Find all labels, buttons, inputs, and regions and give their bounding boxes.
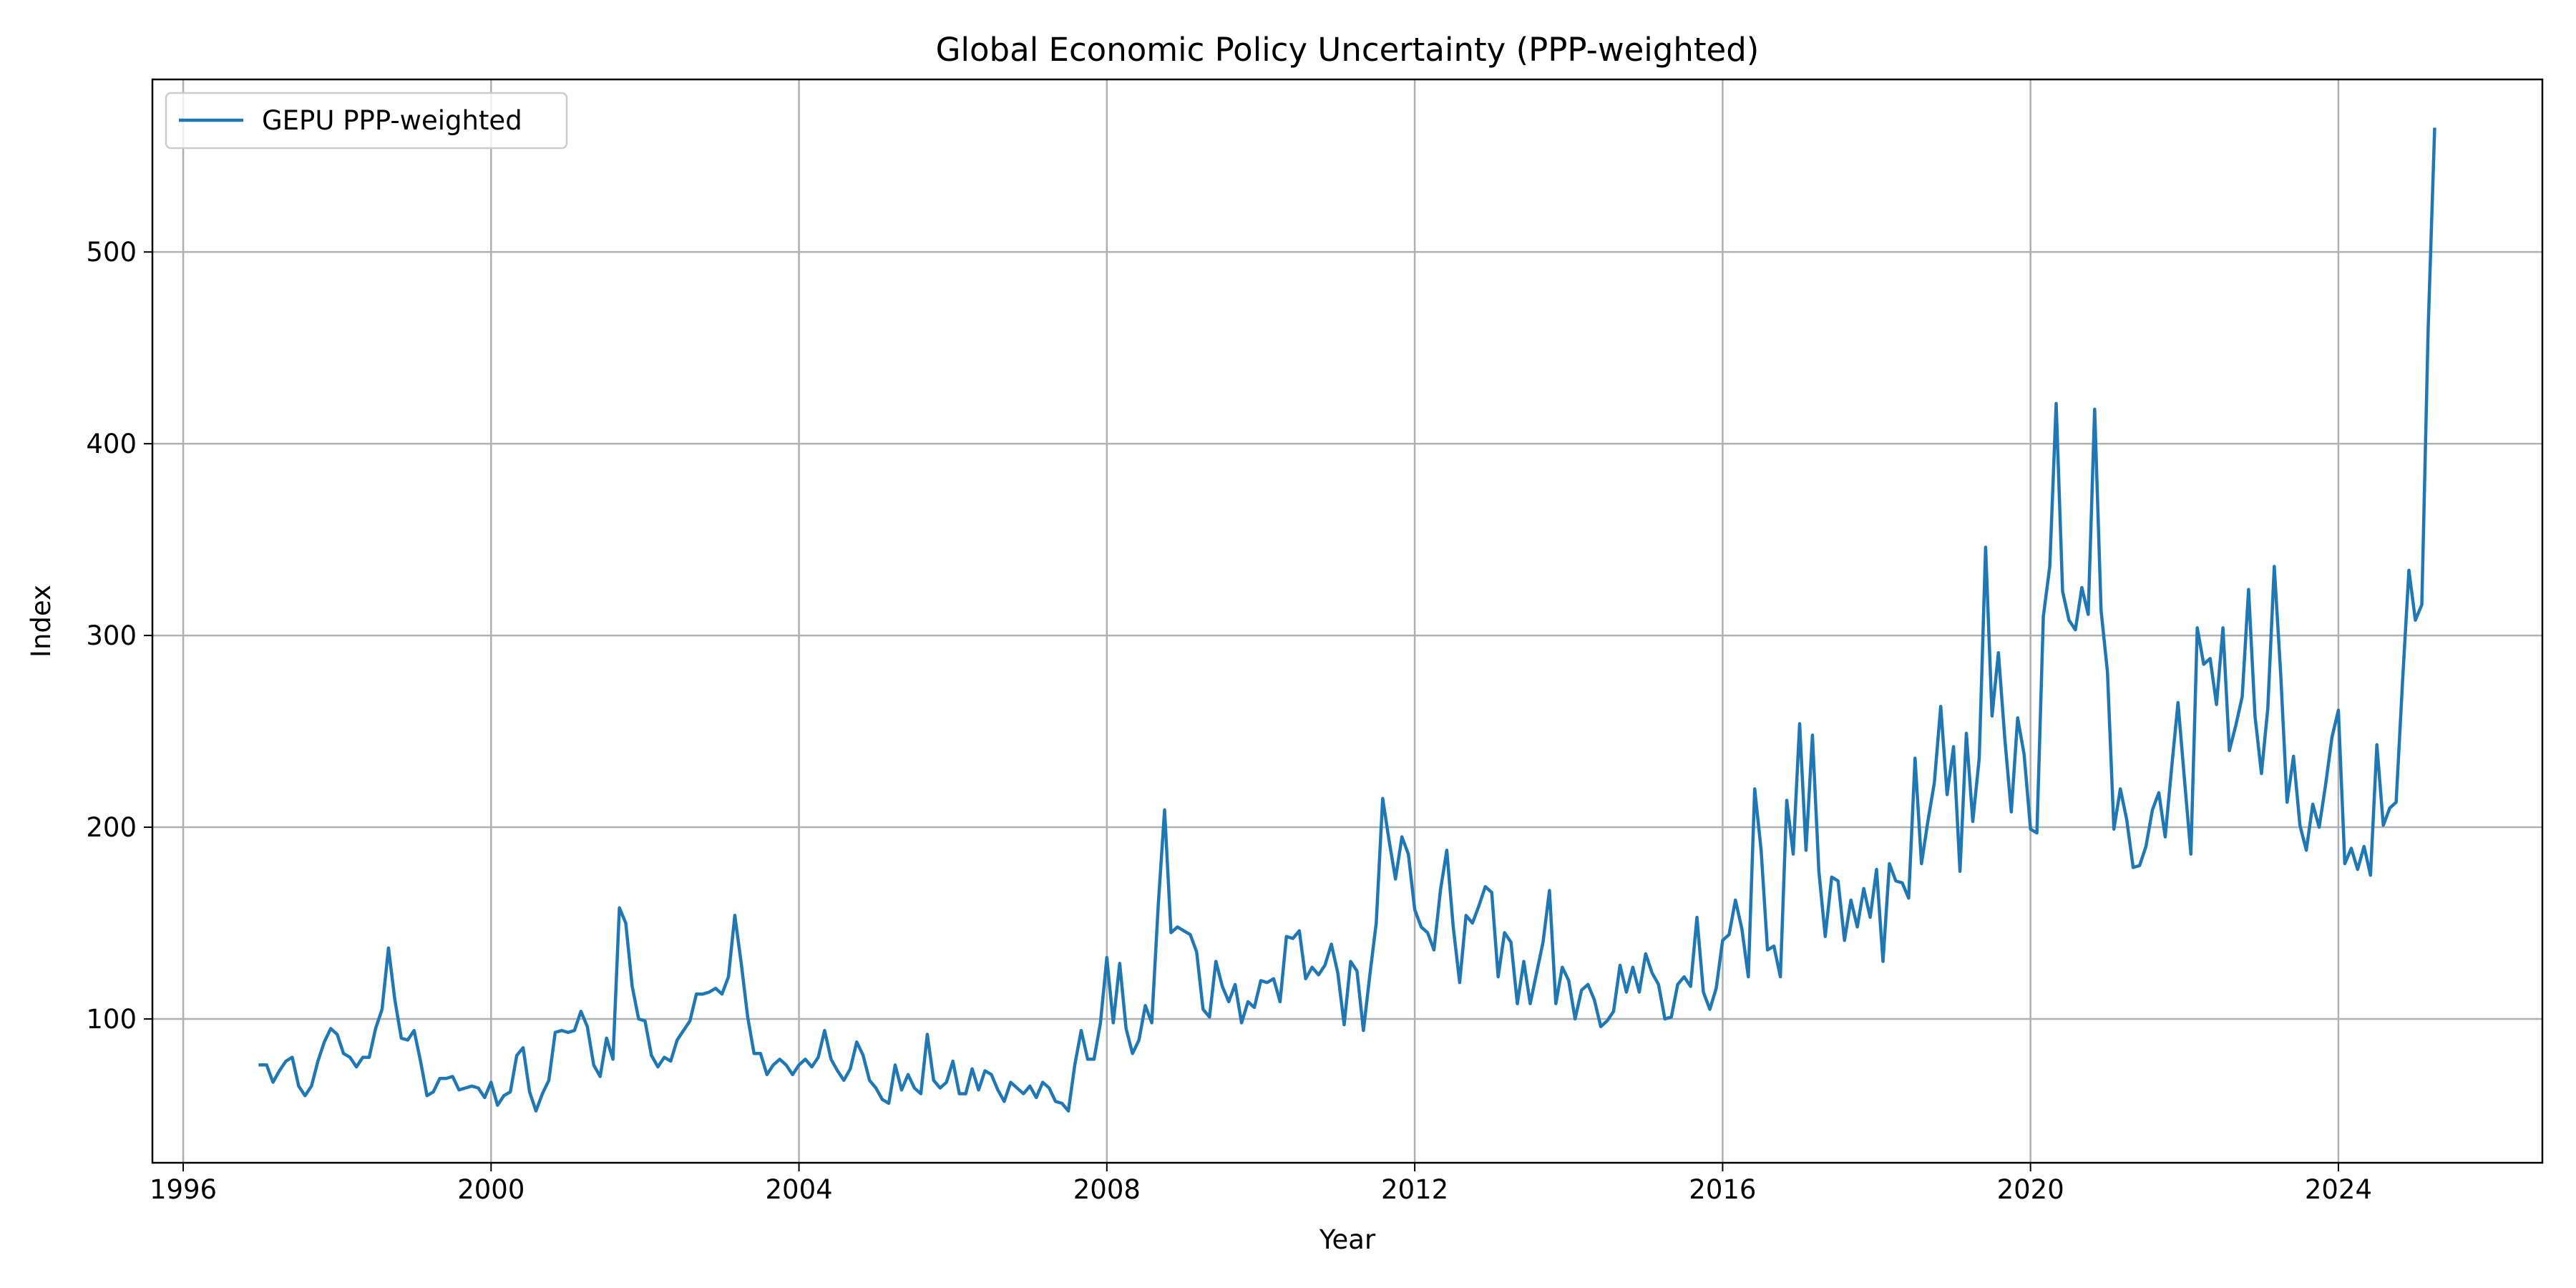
x-tick-label: 2020 [1997, 1174, 2064, 1205]
plot-frame [151, 78, 2544, 1164]
legend: GEPU PPP-weighted [165, 92, 568, 150]
y-tick-label: 300 [86, 620, 137, 651]
y-tick-label: 400 [86, 429, 137, 459]
tick-layer: 1996 2000 2004 2008 2012 2016 2020 2024 100 200 30… [86, 237, 2372, 1205]
y-tick-label: 200 [86, 812, 137, 843]
x-tick-label: 2000 [457, 1174, 525, 1205]
legend-label: GEPU PPP-weighted [262, 105, 522, 136]
y-tick-label: 500 [86, 237, 137, 268]
x-tick-label: 2024 [2305, 1174, 2372, 1205]
x-tick-label: 2012 [1381, 1174, 1448, 1205]
x-tick-label: 2016 [1689, 1174, 1756, 1205]
x-axis-label: Year [1319, 1224, 1376, 1255]
series-layer [258, 127, 2436, 1113]
chart-title: Global Economic Policy Uncertainty (PPP-… [936, 31, 1760, 69]
x-tick-label: 1996 [150, 1174, 217, 1205]
y-axis-label: Index [26, 585, 57, 658]
x-tick-label: 2004 [765, 1174, 832, 1205]
legend-box [165, 92, 568, 150]
grid-layer [152, 79, 2542, 1163]
y-tick-label: 100 [86, 1004, 137, 1035]
series-line-gepu [258, 127, 2436, 1113]
x-tick-label: 2008 [1073, 1174, 1141, 1205]
